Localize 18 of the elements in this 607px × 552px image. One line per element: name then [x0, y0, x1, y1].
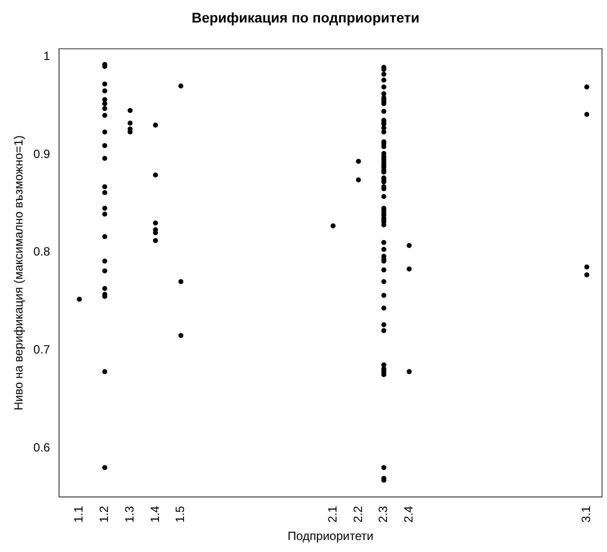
x-axis-title: Подприоритети — [288, 529, 374, 544]
x-tick-label: 3.1 — [579, 506, 594, 523]
x-tick-label: 2.3 — [376, 506, 390, 523]
x-tick-label: 1.4 — [148, 506, 162, 523]
x-tick-label: 2.1 — [325, 506, 340, 523]
y-tick-label: 0.9 — [33, 146, 50, 161]
y-tick-label: 0.6 — [33, 440, 50, 454]
x-tick-label: 2.4 — [402, 506, 416, 523]
y-tick-label: 0.7 — [33, 342, 50, 356]
x-tick-label: 1.1 — [72, 506, 86, 523]
chart-title: Верификация по подприоритети — [192, 9, 420, 26]
x-tick-label: 1.2 — [97, 506, 112, 523]
y-axis-title: Ниво на верификация (максимално възможно=1) — [12, 135, 26, 410]
x-tick-label: 1.3 — [122, 506, 136, 523]
x-tick-label: 2.2 — [350, 506, 365, 523]
x-tick-label: 1.5 — [173, 506, 188, 523]
y-tick-label: 1 — [43, 48, 50, 63]
y-tick-label: 0.8 — [33, 244, 50, 259]
